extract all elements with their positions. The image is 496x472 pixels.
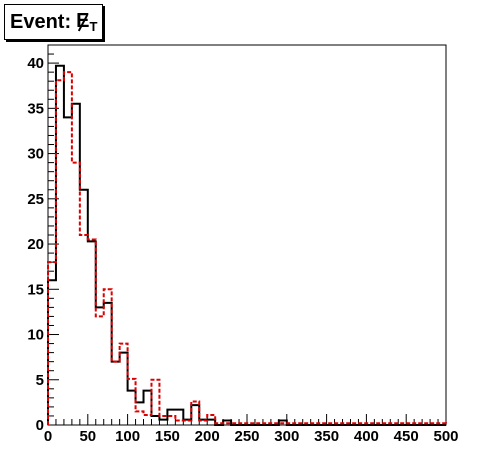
x-axis-ticks: 0 50 100 150 200 250 300 350 400 450 500	[44, 414, 459, 445]
x-tick-label: 450	[394, 428, 419, 445]
y-tick-label: 40	[27, 55, 44, 72]
x-tick-label: 400	[354, 428, 379, 445]
y-tick-label: 30	[27, 146, 44, 163]
x-tick-label: 200	[195, 428, 220, 445]
x-tick-label: 300	[274, 428, 299, 445]
y-tick-label: 15	[27, 281, 44, 298]
met-symbol: ET	[76, 10, 97, 34]
series-red-dashed-histogram	[47, 71, 447, 425]
series-layer	[47, 64, 447, 426]
x-tick-label: 150	[155, 428, 180, 445]
y-tick-label: 25	[27, 191, 44, 208]
y-axis-ticks: 0 5 10 15 20 25 30 35 40	[27, 53, 59, 434]
y-tick-label: 0	[36, 417, 44, 434]
chart-title: Event: ET	[4, 4, 104, 40]
y-tick-label: 10	[27, 327, 44, 344]
y-tick-label: 5	[36, 372, 44, 389]
x-tick-label: 350	[314, 428, 339, 445]
y-tick-label: 35	[27, 100, 44, 117]
x-tick-label: 0	[44, 428, 52, 445]
x-tick-label: 250	[234, 428, 259, 445]
x-tick-label: 100	[115, 428, 140, 445]
met-subscript: T	[89, 19, 98, 34]
plot-frame	[47, 44, 447, 426]
y-tick-label: 20	[27, 236, 44, 253]
x-tick-label: 50	[79, 428, 96, 445]
x-tick-label: 500	[433, 428, 458, 445]
title-prefix: Event:	[10, 10, 72, 33]
series-black-histogram	[47, 64, 446, 426]
